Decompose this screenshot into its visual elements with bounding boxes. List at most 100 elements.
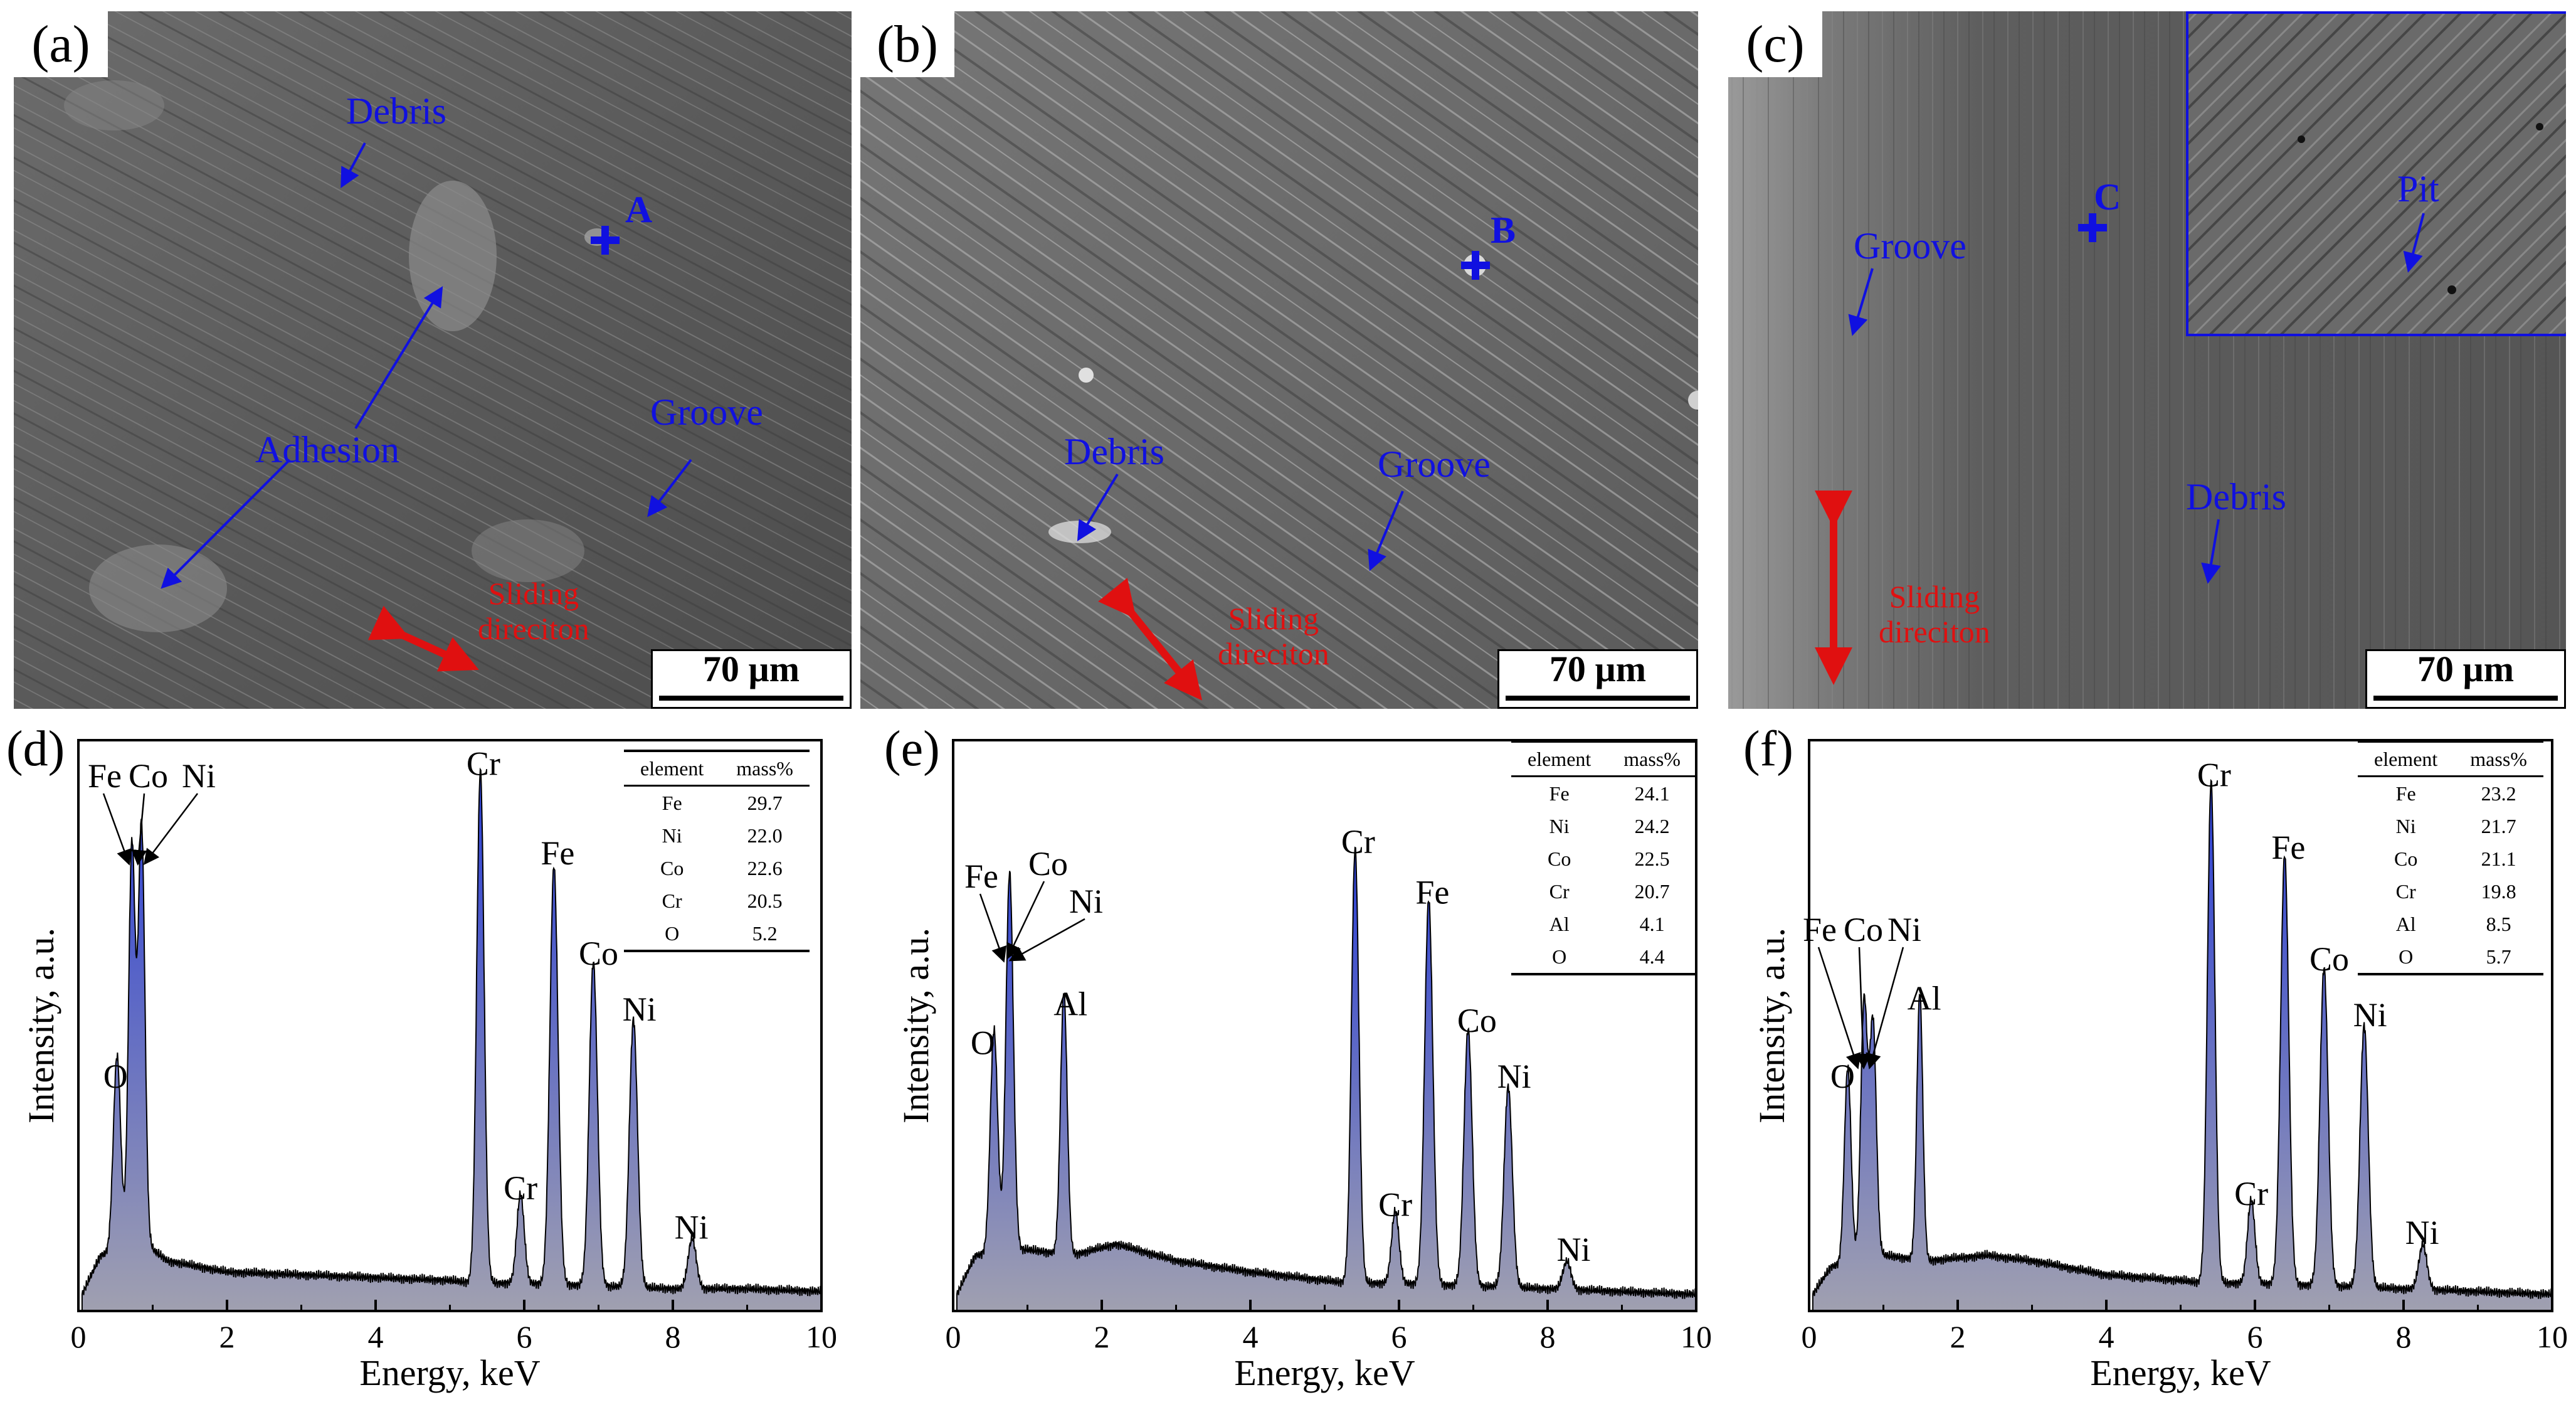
scale-bar-a: 70 µm xyxy=(651,649,852,709)
table-row: Al 8.5 xyxy=(2358,908,2543,940)
table-cell: Cr xyxy=(662,889,682,912)
table-cell: Al xyxy=(1549,912,1570,935)
table-cell: Al xyxy=(2395,912,2416,935)
table-cell: 20.7 xyxy=(1634,879,1670,903)
peak-label-top: Fe xyxy=(1803,911,1837,948)
eds-svg: 0 2 4 6 8 10 Energy, keV Intensity, a.u. (e) O Al C… xyxy=(884,721,1712,1393)
sliding-line1-a: Sliding xyxy=(488,576,579,611)
peak-pointer xyxy=(1866,947,1904,1070)
table-row: Cr 20.5 xyxy=(624,884,810,917)
peak-label: Ni xyxy=(1497,1058,1531,1095)
spectrum-area xyxy=(1812,778,2553,1312)
chart-letter: (e) xyxy=(884,721,940,777)
peak-label-top: Fe xyxy=(88,757,122,795)
peak-label: Fe xyxy=(2271,829,2305,866)
peak-pointer xyxy=(131,793,147,866)
chart-letter: (f) xyxy=(1743,721,1793,777)
table-row: Ni 21.7 xyxy=(2358,810,2543,842)
x-tick-label: 0 xyxy=(946,1319,961,1354)
x-tick-label: 6 xyxy=(517,1319,532,1354)
sem-image-a: (a) A Debris Adhesion Groove Sliding dir… xyxy=(14,11,852,709)
x-tick-label: 4 xyxy=(2099,1319,2114,1354)
peak-label: Ni xyxy=(2353,996,2387,1034)
table-cell: 24.1 xyxy=(1634,782,1670,805)
table-cell: 29.7 xyxy=(747,791,783,814)
table-cell: 22.5 xyxy=(1634,847,1670,870)
table-row: Al 4.1 xyxy=(1511,908,1697,940)
arrows-b xyxy=(1077,473,1404,701)
table-row: Co 22.6 xyxy=(624,852,810,884)
table-row: Ni 24.2 xyxy=(1511,810,1697,842)
table-row: O 5.7 xyxy=(2358,940,2543,975)
panel-letter-a: (a) xyxy=(14,11,108,77)
table-cell: 21.1 xyxy=(2481,847,2516,870)
table-cell: Co xyxy=(660,856,684,879)
peak-pointer xyxy=(1855,947,1871,1070)
x-tick-label: 10 xyxy=(806,1319,837,1354)
table-cell: O xyxy=(624,917,721,952)
peak-pointer xyxy=(1006,881,1045,960)
peak-label: Ni xyxy=(1556,1231,1590,1268)
peak-label: Al xyxy=(1053,985,1087,1022)
composition-table: element mass% Fe 24.1 Ni 24.2 Co 22.5 Cr 20.7 Al 4.… xyxy=(1511,740,1697,975)
x-tick-label: 6 xyxy=(2247,1319,2263,1354)
peak-label: Cr xyxy=(504,1169,537,1207)
point-marker-a xyxy=(591,226,620,255)
scale-bar-b: 70 µm xyxy=(1497,649,1698,709)
y-axis-label: Intensity, a.u. xyxy=(21,928,61,1123)
peak-label: Fe xyxy=(541,834,574,872)
x-tick-label: 8 xyxy=(1540,1319,1556,1354)
table-cell: Cr xyxy=(1549,879,1570,903)
peak-label: Fe xyxy=(1415,873,1449,911)
x-axis-label: Energy, keV xyxy=(1234,1352,1415,1393)
table-header: mass% xyxy=(1607,740,1697,777)
spectrum-area xyxy=(81,767,822,1312)
table-cell: Co xyxy=(1547,847,1571,870)
peak-label: Cr xyxy=(1378,1186,1412,1224)
peak-label: Cr xyxy=(467,745,500,783)
table-header: mass% xyxy=(720,750,810,787)
peak-label-top: Co xyxy=(1028,845,1068,883)
point-marker-c xyxy=(2078,213,2107,242)
y-axis-label: Intensity, a.u. xyxy=(1751,928,1792,1123)
table-cell: Ni xyxy=(1549,814,1570,837)
table-row: Co 21.1 xyxy=(2358,842,2543,875)
label-pit-c: Pit xyxy=(2397,168,2439,210)
peak-label: Cr xyxy=(2234,1175,2268,1213)
x-tick-label: 8 xyxy=(665,1319,681,1354)
eds-chart-e: 0 2 4 6 8 10 Energy, keV Intensity, a.u. (e) O Al C… xyxy=(859,721,1718,1411)
scale-bar-a-label: 70 µm xyxy=(702,649,800,689)
peak-label: O xyxy=(1830,1058,1855,1095)
label-groove-c: Groove xyxy=(1854,225,1966,267)
peak-label-top: Co xyxy=(1844,911,1883,948)
sem-image-c: Pit (c) C Groove Debris Sliding direcito… xyxy=(1728,11,2566,709)
peak-label: O xyxy=(971,1024,995,1062)
table-cell: Ni xyxy=(2395,814,2416,837)
label-debris-a: Debris xyxy=(346,90,446,132)
table-cell: 19.8 xyxy=(2481,879,2516,903)
spectrum-area xyxy=(956,846,1697,1312)
table-cell: Fe xyxy=(1549,782,1570,805)
table-row: O 5.2 xyxy=(624,917,810,952)
table-cell: 23.2 xyxy=(2481,782,2516,805)
table-cell: 5.7 xyxy=(2454,940,2543,975)
table-cell: 4.1 xyxy=(1639,912,1665,935)
chart-letter: (d) xyxy=(6,721,65,777)
peak-label-top: Fe xyxy=(964,857,998,895)
peak-label-top: Ni xyxy=(182,757,216,795)
sliding-direction-b: Sliding direciton xyxy=(1218,601,1329,671)
peak-label: Ni xyxy=(623,990,657,1028)
x-tick-label: 2 xyxy=(219,1319,235,1354)
table-cell: Fe xyxy=(2395,782,2416,805)
point-marker-b xyxy=(1461,251,1490,280)
table-cell: 5.2 xyxy=(720,917,810,952)
label-groove-b: Groove xyxy=(1378,443,1491,485)
table-row: Cr 20.7 xyxy=(1511,875,1697,908)
sem-texture-a xyxy=(14,11,852,709)
sem-texture-c xyxy=(1728,11,2566,709)
x-tick-label: 0 xyxy=(71,1319,87,1354)
label-debris-c: Debris xyxy=(2186,476,2286,518)
table-row: Fe 29.7 xyxy=(624,786,810,820)
x-tick-label: 6 xyxy=(1391,1319,1407,1354)
